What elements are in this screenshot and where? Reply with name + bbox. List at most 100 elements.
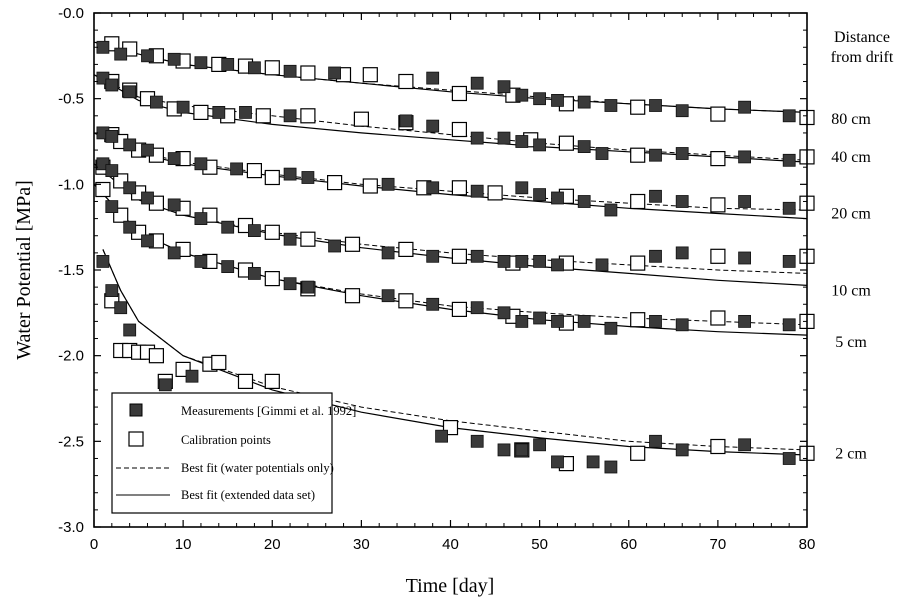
measurement-point [283,109,297,123]
fit-water-line-2cm [102,249,808,451]
x-tick-label: 30 [353,536,370,553]
measurement-point [782,254,796,268]
measurement-point [649,314,662,328]
measurement-point [649,189,662,203]
measurement-point [782,109,796,123]
measurement-point [604,321,618,335]
measurement-point [123,85,137,99]
measurement-point [577,195,591,208]
distance-header-line2: from drift [831,49,894,66]
measurement-point [283,64,297,78]
y-tick-label: -2.0 [58,348,84,365]
measurement-point [595,258,609,272]
measurement-point [604,99,618,112]
fit-water-line-5cm [93,183,808,326]
measurement-point [470,434,484,448]
calibration-point [630,445,646,461]
y-axis-title: Water Potential [MPa] [13,180,35,359]
measurement-point [221,220,235,234]
measurement-point [577,95,591,109]
measurement-point [283,277,297,291]
measurement-point [283,167,297,181]
measurement-point [105,284,119,298]
measurement-point [194,254,208,268]
measurement-point [158,378,172,392]
measurement-point [675,147,689,160]
calibration-point [264,271,280,287]
calibration-point [398,241,414,257]
measurement-point [123,181,137,195]
measurement-point [738,195,751,208]
x-axis-title: Time [day] [406,575,495,597]
measurement-point [301,280,315,294]
measurement-point [426,297,440,311]
measurement-point [782,318,796,332]
calibration-point [487,185,503,201]
measurement-point [381,246,395,260]
measurement-point [470,301,484,315]
measurement-point [247,224,261,238]
measurement-point [470,131,484,145]
calibration-point [300,231,316,247]
measurement-point [105,200,119,214]
measurement-point [141,234,154,248]
legend-label-fit-extended: Best fit (extended data set) [181,488,315,502]
measurement-point [738,438,751,452]
measurement-point [533,138,546,152]
calibration-point [558,135,575,151]
measurement-point [782,153,796,167]
y-tick-label: -2.5 [58,433,84,450]
x-tick-label: 40 [442,536,459,553]
measurement-point [283,232,297,246]
measurement-point [497,131,511,145]
measurement-point [782,201,796,215]
calibration-point [451,248,467,264]
measurement-point [301,171,315,184]
measurement-point [515,443,529,457]
measurement-point [247,266,261,280]
measurement-point [239,106,252,119]
y-tick-label: -1.0 [58,176,84,193]
x-tick-label: 20 [264,536,281,553]
measurement-point [497,306,511,320]
measurement-point [221,260,235,274]
measurement-point [738,150,751,164]
calibration-point [630,99,646,115]
measurement-point [167,246,181,260]
x-tick-label: 70 [710,536,727,553]
distance-label-10cm: 10 cm [831,283,871,300]
calibration-point [710,248,726,264]
measurement-point [328,239,342,253]
y-tick-label: -0.5 [58,91,84,108]
legend: Measurements [Gimmi et al. 1992] Calibra… [111,392,356,514]
measurement-point [577,314,591,328]
measurement-point [194,157,208,171]
measurement-point [497,443,511,457]
distance-label-5cm: 5 cm [835,334,867,351]
measurement-point [515,88,529,102]
measurement-point [230,162,244,176]
measurement-point [470,184,484,198]
measurement-point [649,148,662,162]
calibration-point [344,288,361,304]
y-tick-label: -1.5 [58,262,84,279]
calibration-point [300,108,316,124]
measurement-point [381,177,395,191]
measurement-point [604,460,618,474]
measurement-point [497,254,511,268]
calibration-point [451,180,467,196]
measurement-point [328,66,342,80]
measurement-point [738,314,751,328]
measurement-point [167,152,181,166]
measurement-point [141,191,154,205]
calibration-point [344,236,361,252]
y-tick-label: -0.0 [58,5,84,22]
measurement-point [194,212,208,226]
measurement-point [426,181,440,195]
measurement-point [738,251,751,265]
measurement-point [497,80,511,94]
fit-water-line-20cm [93,132,808,211]
measurement-point [675,443,689,457]
measurement-point [604,203,618,217]
